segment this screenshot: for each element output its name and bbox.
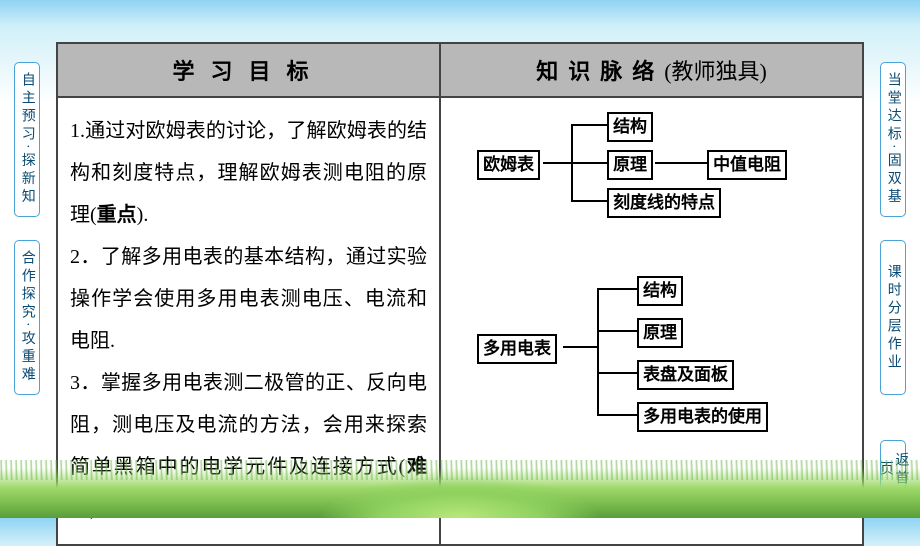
grass-decoration xyxy=(0,468,920,518)
tab-self-preview[interactable]: 自主预习·探新知 xyxy=(14,62,40,217)
tab-classroom[interactable]: 当堂达标·固双基 xyxy=(880,62,906,217)
node-kedu: 刻度线的特点 xyxy=(607,188,721,218)
header-objectives: 学习目标 xyxy=(58,44,441,98)
node-jiegou-2: 结构 xyxy=(637,276,683,306)
header-right-sub: (教师独具) xyxy=(664,59,767,84)
node-oumubiao: 欧姆表 xyxy=(477,150,540,180)
objective-2: 2．了解多用电表的基本结构，通过实验操作学会使用多用电表测电压、电流和电阻. xyxy=(70,236,427,362)
tab-homework[interactable]: 课时分层作业 xyxy=(880,240,906,395)
node-shiyong: 多用电表的使用 xyxy=(637,402,768,432)
tab-cooperation[interactable]: 合作探究·攻重难 xyxy=(14,240,40,395)
node-zhongzhi: 中值电阻 xyxy=(707,150,787,180)
node-jiegou-1: 结构 xyxy=(607,112,653,142)
node-yuanli-1: 原理 xyxy=(607,150,653,180)
node-yuanli-2: 原理 xyxy=(637,318,683,348)
concept-map: 欧姆表 结构 原理 刻度线的特点 中值电阻 多用电表 结构 原理 表盘及面板 多… xyxy=(447,106,856,446)
node-biaopan: 表盘及面板 xyxy=(637,360,734,390)
header-knowledge-map: 知识脉络(教师独具) xyxy=(441,44,862,98)
objective-1-bold: 重点 xyxy=(97,204,137,226)
header-right-main: 知识脉络 xyxy=(536,59,664,84)
objective-1b: ). xyxy=(137,204,149,226)
node-duoyong: 多用电表 xyxy=(477,334,557,364)
